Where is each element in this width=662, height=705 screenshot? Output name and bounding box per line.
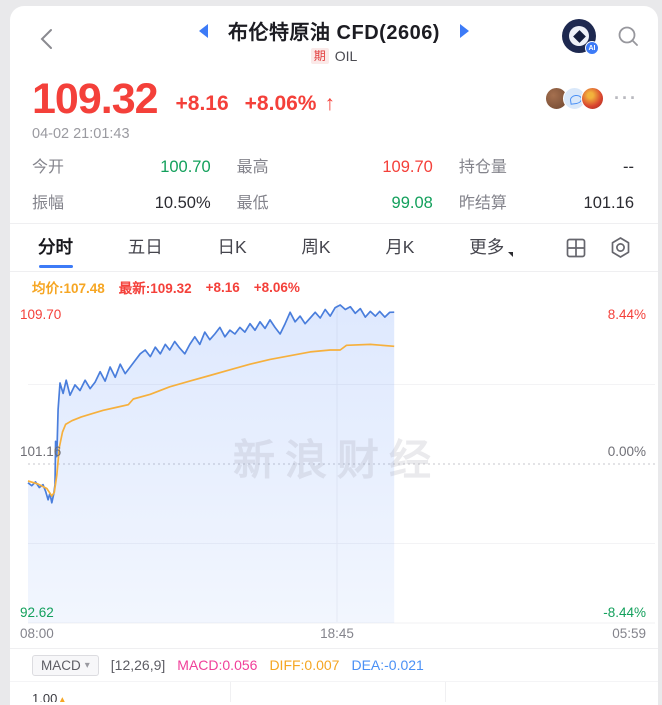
- subtitle: OIL: [334, 48, 358, 64]
- yaxis-low-label: 92.62: [20, 605, 54, 620]
- xaxis: 08:00 18:45 05:59: [10, 624, 658, 648]
- stat-prev-settle: 昨结算 101.16: [458, 194, 634, 212]
- last-price-label: 最新:109.32: [118, 281, 192, 296]
- macd-value: MACD:0.056: [177, 657, 258, 673]
- yaxis-mid-label: 101.16: [20, 444, 62, 459]
- stat-open: 今开 100.70: [32, 158, 211, 176]
- macd-params: [12,26,9]: [110, 657, 166, 673]
- prev-instrument-icon[interactable]: [199, 23, 208, 38]
- stat-open-interest: 持仓量 --: [458, 158, 634, 176]
- stats-grid: 今开 100.70 最高 109.70 持仓量 -- 振幅 10.50% 最低 99.08…: [10, 148, 658, 223]
- stat-low: 最低 99.08: [236, 194, 433, 212]
- watermark: 新浪财经: [232, 436, 442, 484]
- tab-daily-k[interactable]: 日K: [217, 237, 247, 257]
- divider: [10, 223, 658, 224]
- minute-chart[interactable]: 新浪财经 109.70 8.44% 101.16 0.00% 92.62 -8.…: [10, 299, 658, 624]
- period-tabs: 分时 五日 日K 周K 月K 更多: [10, 224, 658, 271]
- tab-monthly-k[interactable]: 月K: [385, 237, 415, 257]
- price-change: +8.16: [175, 92, 229, 115]
- yaxis-high-label: 109.70: [20, 307, 62, 322]
- avatar[interactable]: [581, 87, 605, 110]
- price-change-pct: +8.06%: [244, 92, 317, 115]
- price-block: 109.32 +8.16 +8.06% ↑ ···: [10, 72, 658, 122]
- search-icon[interactable]: [616, 24, 640, 48]
- avg-price-label: 均价:107.48: [32, 281, 105, 296]
- last-price: 109.32: [32, 75, 159, 123]
- stat-high: 最高 109.70: [236, 158, 433, 176]
- back-icon[interactable]: [36, 26, 60, 52]
- header-title-block: 布伦特原油 CFD(2606) 期 OIL: [10, 16, 658, 64]
- indicator-bar: MACD ▾ [12,26,9] MACD:0.056 DIFF:0.007 DE…: [10, 649, 658, 681]
- tab-weekly-k[interactable]: 周K: [301, 237, 331, 257]
- tab-more[interactable]: 更多: [469, 224, 514, 271]
- macd-pane-partial: 1.00▲: [10, 681, 658, 702]
- macd-mark-icon: ▲: [57, 695, 68, 702]
- grid-layout-icon[interactable]: [565, 237, 587, 259]
- chart-legend: 均价:107.48 最新:109.32 +8.16 +8.06%: [10, 272, 658, 299]
- tab-minute[interactable]: 分时: [38, 224, 73, 271]
- quote-timestamp: 04-02 21:01:43: [32, 126, 130, 142]
- tab-5day[interactable]: 五日: [127, 237, 163, 257]
- xaxis-end: 05:59: [612, 626, 646, 641]
- indicator-selector[interactable]: MACD ▾: [32, 654, 99, 676]
- yaxis-midpct-label: 0.00%: [607, 444, 646, 459]
- yaxis-highpct-label: 8.44%: [607, 307, 646, 322]
- next-instrument-icon[interactable]: [459, 23, 469, 38]
- futures-badge: 期: [310, 48, 329, 64]
- settings-icon[interactable]: [609, 236, 632, 259]
- stat-amplitude: 振幅 10.50%: [32, 194, 211, 212]
- minute-chart-svg: [27, 301, 655, 624]
- up-arrow-icon: ↑: [324, 92, 335, 115]
- social-avatars: [545, 87, 605, 110]
- ai-assistant-icon[interactable]: AI: [562, 19, 599, 55]
- yaxis-lowpct-label: -8.44%: [603, 605, 646, 620]
- quote-page: 布伦特原油 CFD(2606) 期 OIL AI 109.32 +8.16 +8…: [10, 6, 658, 705]
- header: 布伦特原油 CFD(2606) 期 OIL AI: [10, 6, 658, 72]
- diff-value: DIFF:0.007: [269, 657, 340, 673]
- more-icon[interactable]: ···: [614, 88, 638, 108]
- divider: [10, 648, 658, 649]
- more-caret-icon: [508, 252, 514, 257]
- xaxis-start: 08:00: [20, 626, 54, 641]
- dropdown-caret-icon: ▾: [84, 659, 90, 671]
- divider: [10, 271, 658, 272]
- xaxis-mid: 18:45: [320, 626, 354, 641]
- page-title: 布伦特原油 CFD(2606): [228, 22, 440, 44]
- dea-value: DEA:-0.021: [351, 657, 424, 673]
